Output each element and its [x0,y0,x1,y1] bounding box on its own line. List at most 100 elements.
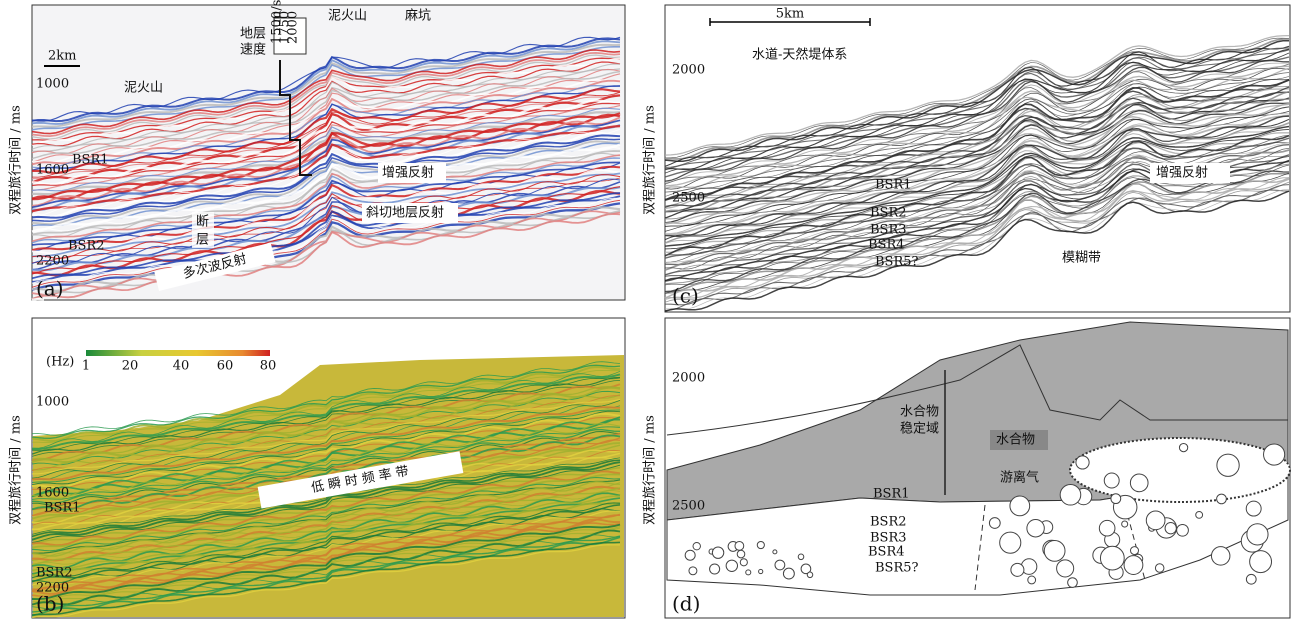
figure: (a) 双程旅行时间 / ms 1000 1600 2200 2km 地层 速度… [0,0,1295,622]
tick-label: 2500 [672,499,705,514]
colorbar-tick: 40 [173,359,190,374]
annotation: BSR3 [870,531,907,546]
colorbar-tick: 80 [260,359,277,374]
annotation: BSR1 [72,153,109,168]
annotation: BSR2 [68,239,105,254]
velocity-title: 地层 [240,27,266,42]
annotation: 游离气 [1000,470,1039,486]
annotation: 增强反射 [382,165,434,181]
texture [1111,494,1121,504]
texture [1130,474,1148,492]
texture [685,550,695,560]
annotation: 模糊带 [1062,250,1101,266]
texture [989,518,1000,529]
tick-label: 2000 [672,63,705,78]
texture [737,550,745,558]
annotation: BSR2 [870,206,907,221]
texture [759,569,763,573]
texture [1146,511,1165,530]
texture [1246,574,1256,584]
tick-label: 1600 [36,486,69,501]
texture [1027,520,1044,537]
texture [1155,564,1164,573]
scale-label: 2km [48,49,76,64]
texture [1044,540,1065,561]
texture [689,567,697,575]
velocity-tick: 2000 [286,11,301,44]
colorbar-tick: 1 [82,359,90,374]
texture [1250,551,1272,573]
texture [1217,494,1227,504]
annotation: BSR2 [870,515,907,530]
texture [1057,560,1074,577]
texture [1217,454,1239,476]
texture [798,554,804,560]
texture [1099,520,1115,536]
tick-label: 2200 [36,581,69,596]
texture [735,541,744,550]
annotation: 水合物 [996,433,1035,448]
texture [1246,501,1261,516]
annotation: 水道-天然堤体系 [752,47,847,63]
colorbar [86,350,270,356]
texture [807,572,813,578]
panel-label: (a) [36,277,64,301]
scale-label: 5km [776,7,804,22]
annotation: 泥火山 [328,9,367,24]
texture [740,559,747,566]
annotation: 泥火山 [124,81,163,96]
annotation: 增强反射 [1156,165,1208,181]
tick-label: 1000 [36,395,69,410]
texture [1179,443,1187,451]
axis-title: 双程旅行时间 / ms [9,415,24,525]
texture [1196,511,1203,518]
texture [1011,563,1024,576]
colorbar-tick: 20 [122,359,139,374]
annotation: BSR2 [36,566,73,581]
texture [726,560,737,571]
texture [712,547,723,558]
unit: (Hz) [46,355,74,370]
annotation: 断 [196,215,209,230]
texture [1100,546,1124,570]
texture [775,560,785,570]
texture [710,564,720,574]
texture [1211,547,1229,565]
annotation: 层 [196,233,209,248]
texture [757,541,764,548]
annotation: BSR4 [868,238,905,253]
annotation: BSR5? [875,255,919,270]
texture [1028,576,1036,584]
texture [1060,484,1081,505]
texture [1247,524,1268,545]
annotation: 斜切地层反射 [366,205,444,221]
texture [773,550,777,554]
annotation: BSR3 [870,223,907,238]
annotation: BSR4 [868,545,905,560]
annotation: BSR5? [875,561,919,576]
panel-label: (c) [672,284,699,308]
texture [783,568,794,579]
annotation: BSR1 [875,178,912,193]
tick-label: 1000 [36,77,69,92]
annotation: 稳定域 [900,421,939,437]
tick-label: 2500 [672,191,705,206]
annotation: 麻坑 [405,9,431,24]
axis-title: 双程旅行时间 / ms [643,105,658,215]
annotation: BSR1 [873,487,910,502]
texture [1122,521,1128,527]
texture [1264,444,1285,465]
annotation: 水合物 [900,405,939,420]
texture [1000,532,1021,553]
texture [1177,524,1189,536]
tick-label: 2200 [36,254,69,269]
texture [1104,473,1119,488]
texture [1076,456,1089,469]
texture [1131,547,1139,555]
axis-title: 双程旅行时间 / ms [643,415,658,525]
texture [1068,578,1078,588]
tick-label: 1600 [36,163,69,178]
texture [1165,523,1176,534]
velocity-title: 速度 [240,42,266,58]
annotation: BSR1 [44,501,81,516]
